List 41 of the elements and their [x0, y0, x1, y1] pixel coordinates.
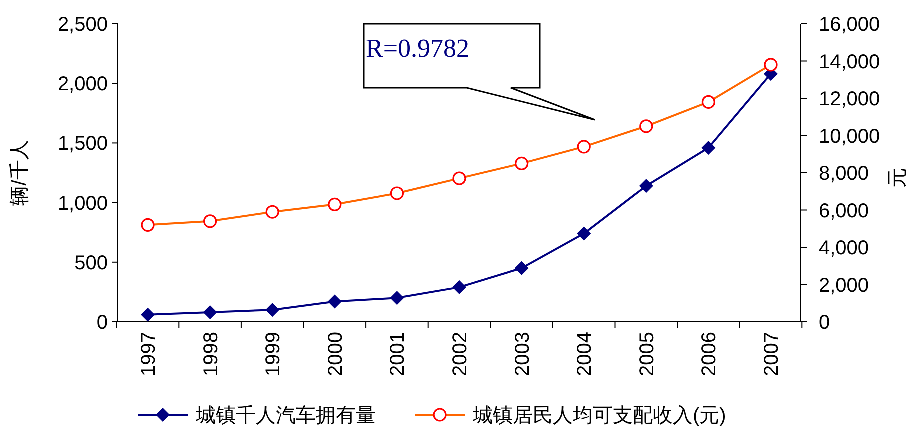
- point: [203, 305, 218, 320]
- point: [702, 140, 716, 155]
- y-tick-label: 2,000: [58, 74, 108, 96]
- y2-tick-label: 6,000: [819, 200, 870, 222]
- x-tick-label: 1998: [200, 332, 222, 376]
- y-tick-label: 0: [96, 312, 108, 334]
- point: [452, 280, 466, 294]
- y2-tick-label: 14,000: [819, 51, 880, 74]
- x-tick-label: 2006: [698, 332, 721, 376]
- y-tick-label: 1,500: [58, 133, 108, 156]
- point: [328, 294, 342, 309]
- y-axis-title: 辆/千人: [9, 140, 31, 206]
- legend-label: 城镇居民人均可支配收入(元): [472, 405, 726, 427]
- x-tick-label: 2002: [450, 332, 472, 376]
- annotation: R=0.9782: [366, 34, 470, 63]
- y2-tick-label: 8,000: [819, 163, 870, 185]
- point: [514, 261, 529, 276]
- x-tick-label: 2005: [636, 332, 658, 376]
- legend-label: 城镇千人汽车拥有量: [195, 405, 376, 427]
- point: [141, 308, 155, 322]
- x-tick-label: 1999: [262, 332, 285, 376]
- y-tick-label: 2,500: [58, 14, 108, 36]
- x-tick-label: 1997: [138, 332, 160, 376]
- y2-tick-label: 4,000: [819, 238, 870, 260]
- x-tick-label: 2003: [512, 332, 534, 376]
- y2-tick-label: 16,000: [819, 14, 880, 36]
- point: [266, 303, 280, 318]
- y-tick-label: 1,000: [58, 192, 108, 215]
- y2-tick-label: 0: [819, 312, 830, 334]
- x-tick-label: 2001: [387, 332, 410, 376]
- y2-tick-label: 10,000: [819, 126, 880, 148]
- x-tick-label: 2000: [324, 332, 347, 376]
- y-tick-label: 500: [74, 252, 108, 274]
- y2-axis-title: 元: [887, 168, 909, 188]
- y2-tick-label: 2,000: [819, 274, 870, 297]
- point: [639, 179, 654, 194]
- point: [577, 226, 592, 241]
- x-tick-label: 2004: [574, 332, 596, 376]
- y2-tick-label: 12,000: [819, 88, 880, 110]
- point: [390, 291, 404, 306]
- x-tick-label: 2007: [761, 332, 783, 376]
